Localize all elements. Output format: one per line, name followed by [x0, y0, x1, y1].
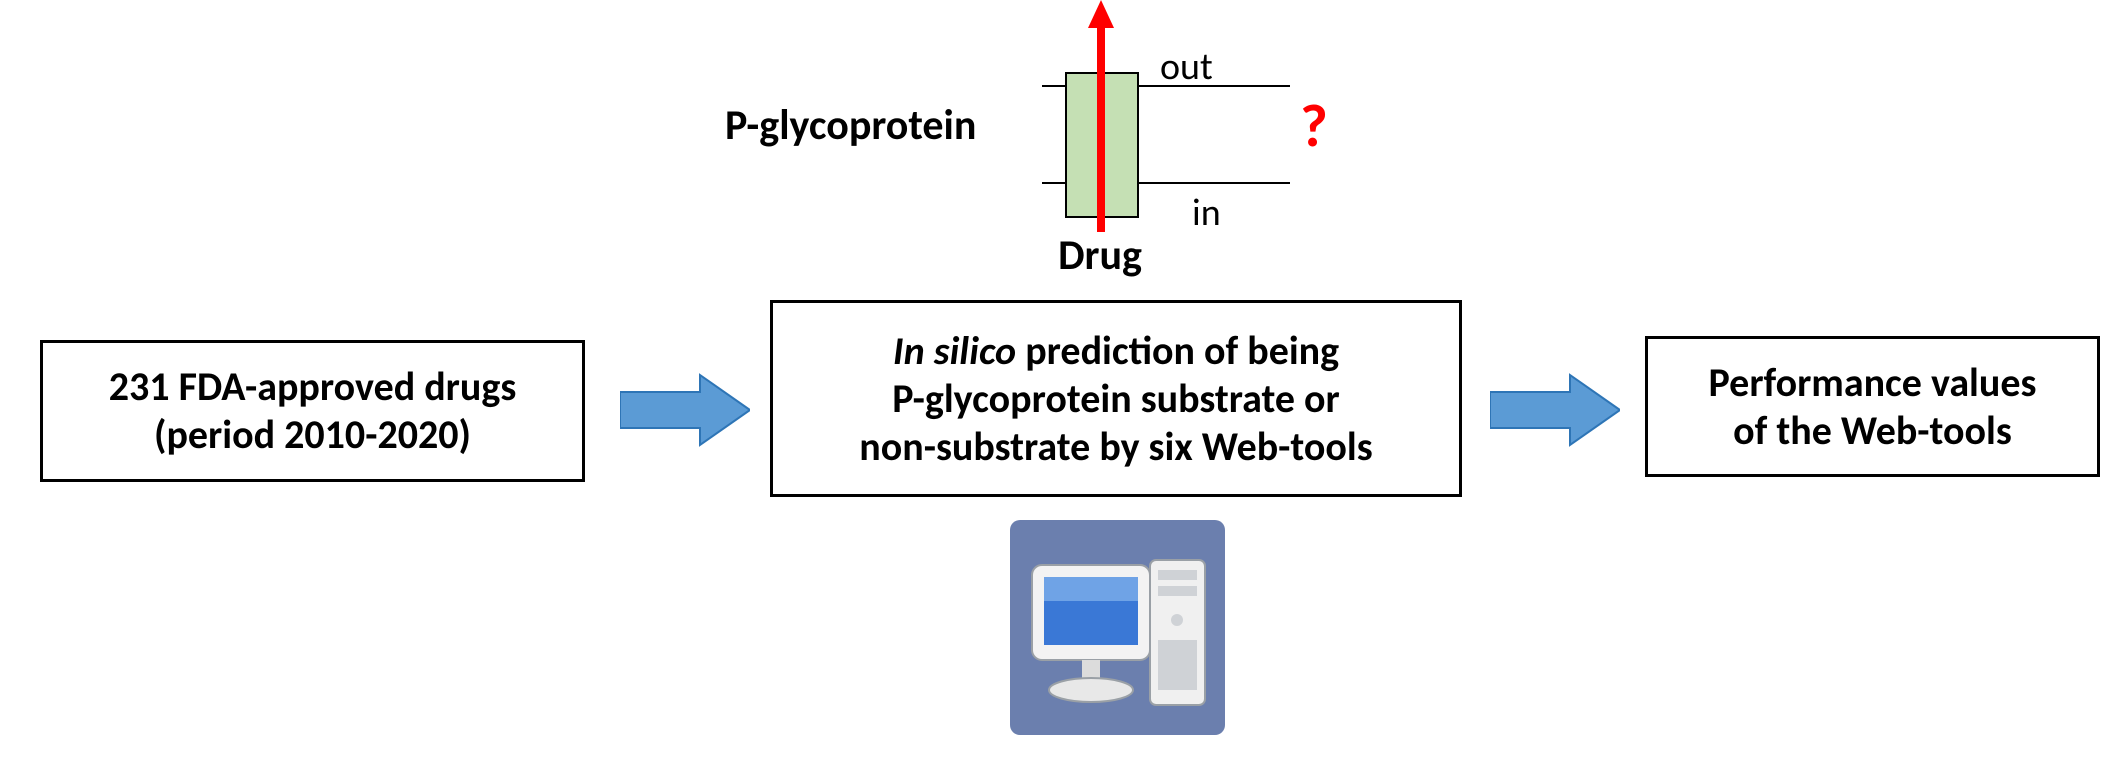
center-box: In silico prediction of beingP-glycoprot…: [770, 300, 1462, 497]
drug-label: Drug: [1050, 230, 1150, 281]
center-box-text: In silico prediction of beingP-glycoprot…: [859, 327, 1372, 471]
computer-icon: [1010, 520, 1225, 735]
question-mark-icon: ?: [1300, 90, 1328, 163]
left-box-text: 231 FDA-approved drugs(period 2010-2020): [109, 363, 517, 459]
in-label: in: [1192, 190, 1221, 236]
out-label: out: [1160, 44, 1213, 90]
drug-arrow-icon: [1088, 0, 1114, 232]
diagram-canvas: P-glycoprotein out in ? Drug 231 FDA-app…: [0, 0, 2128, 766]
right-box: Performance valuesof the Web-tools: [1645, 336, 2100, 477]
arrow-center-to-right-icon: [1490, 370, 1620, 450]
pgp-label: P-glycoprotein: [725, 100, 976, 151]
right-box-text: Performance valuesof the Web-tools: [1709, 359, 2037, 455]
arrow-left-to-center-icon: [620, 370, 750, 450]
left-box: 231 FDA-approved drugs(period 2010-2020): [40, 340, 585, 482]
